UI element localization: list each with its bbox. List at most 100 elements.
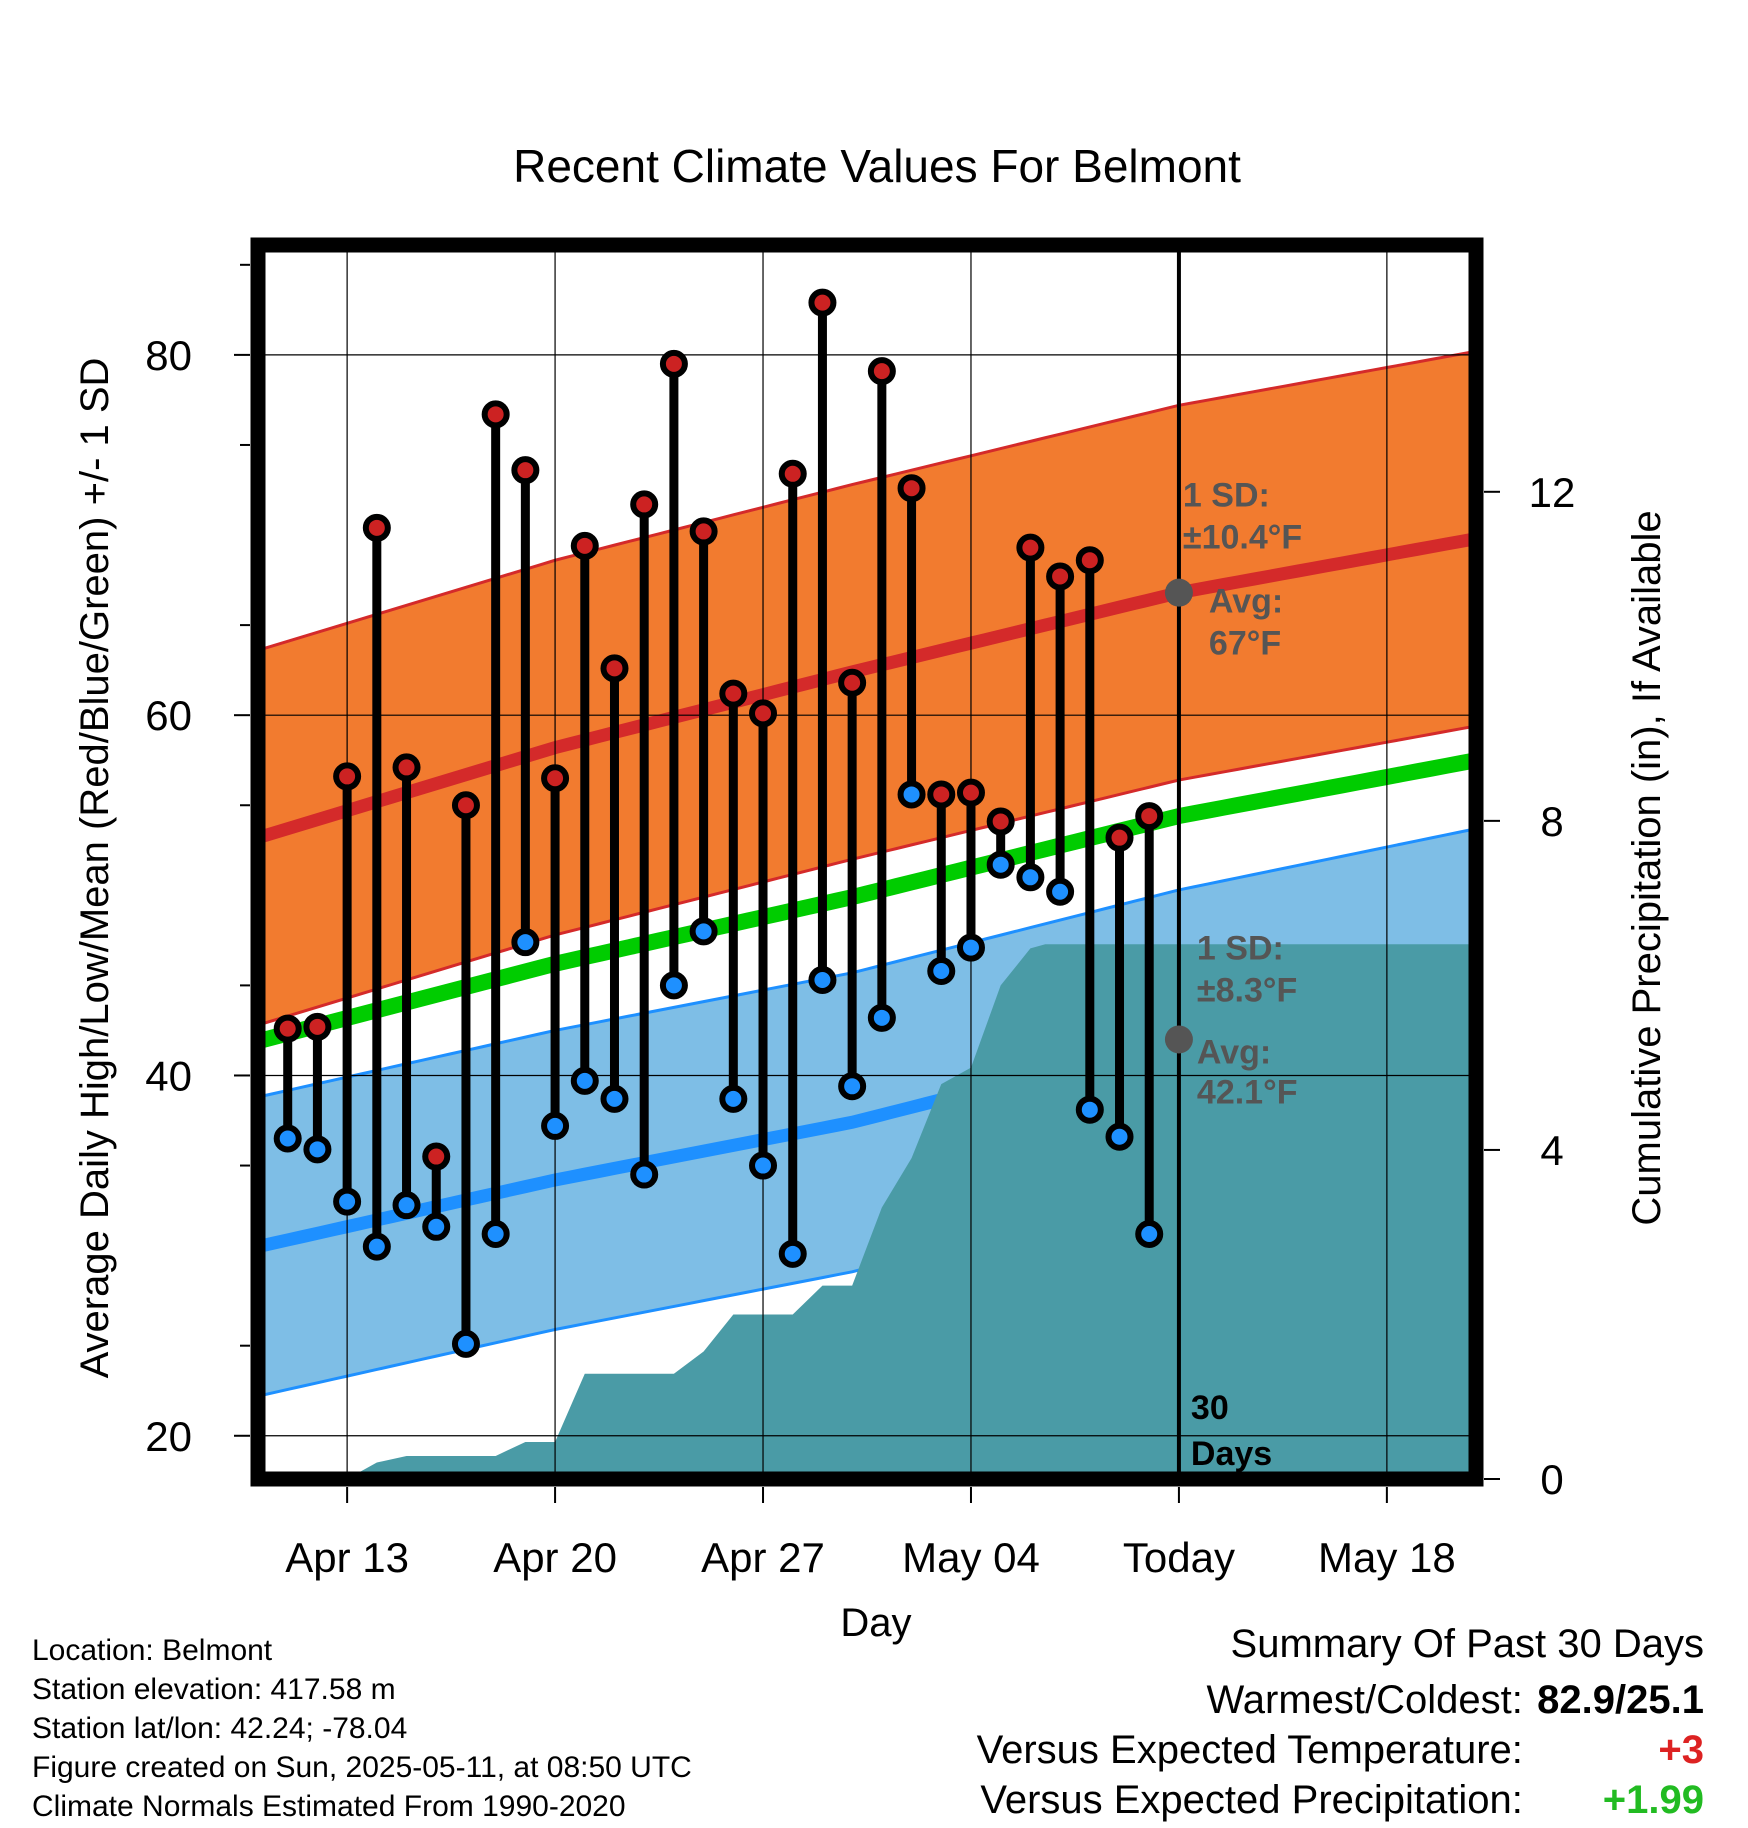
low-point-18 <box>778 1239 807 1268</box>
low-point-5 <box>392 1191 421 1220</box>
high-point-9 <box>511 456 540 485</box>
high-point-21 <box>867 357 896 386</box>
low-point-13 <box>630 1160 659 1189</box>
chart-title: Recent Climate Values For Belmont <box>513 140 1241 192</box>
summary-warm-cold: Warmest/Coldest: 82.9/25.1 <box>1207 1678 1705 1723</box>
y-tick-label-2: 60 <box>145 692 192 739</box>
high-point-5 <box>392 753 421 782</box>
y-tick-label-1: 40 <box>145 1052 192 1099</box>
x-tick-label-5: May 18 <box>1318 1534 1456 1581</box>
high-point-22 <box>897 474 926 503</box>
summary-title: Summary Of Past 30 Days <box>1230 1622 1704 1666</box>
low-annotation-0: 1 SD: <box>1197 929 1284 967</box>
high-point-19 <box>808 288 837 317</box>
low-point-20 <box>838 1072 867 1101</box>
y2-tick-label-2: 8 <box>1540 798 1563 845</box>
high-point-4 <box>362 513 391 542</box>
y2-tick-label-1: 4 <box>1540 1127 1563 1174</box>
info-elevation: Station elevation: 417.58 m <box>32 1673 396 1706</box>
plot-area <box>258 349 1476 1479</box>
high-point-8 <box>481 400 510 429</box>
low-point-1 <box>273 1124 302 1153</box>
mean-normal-line <box>258 752 1476 1049</box>
precip-value: +1.99 <box>1602 1778 1704 1822</box>
warm-cold-label: Warmest/Coldest: <box>1206 1678 1523 1722</box>
x-tick-label-3: May 04 <box>902 1534 1040 1581</box>
daily-range-stems <box>283 302 1154 1344</box>
warm-cold-value: 82.9/25.1 <box>1537 1678 1704 1722</box>
high-point-20 <box>838 668 867 697</box>
info-normals: Climate Normals Estimated From 1990-2020 <box>32 1790 626 1823</box>
high-avg-marker <box>1164 578 1193 607</box>
low-point-24 <box>956 933 985 962</box>
high-point-28 <box>1075 546 1104 575</box>
low-point-22 <box>897 780 926 809</box>
x-tick-label-0: Apr 13 <box>285 1534 409 1581</box>
high-point-15 <box>689 517 718 546</box>
info-location: Location: Belmont <box>32 1634 273 1667</box>
high-point-1 <box>273 1014 302 1043</box>
low-point-2 <box>303 1135 332 1164</box>
low-annotation-2: Avg: <box>1197 1033 1271 1071</box>
high-annotation-3: 67°F <box>1209 625 1281 663</box>
high-point-6 <box>422 1142 451 1171</box>
x-tick-label-2: Apr 27 <box>701 1534 825 1581</box>
x-tick-label-4: Today <box>1123 1534 1235 1581</box>
x-axis-title: Day <box>840 1601 911 1645</box>
plot-frame <box>250 237 1484 1487</box>
high-point-18 <box>778 459 807 488</box>
summary-precip: Versus Expected Precipitation: +1.99 <box>980 1778 1704 1823</box>
high-point-12 <box>600 654 629 683</box>
temp-value: +3 <box>1658 1728 1704 1772</box>
high-point-30 <box>1135 802 1164 831</box>
low-annotation-3: 42.1°F <box>1197 1073 1298 1111</box>
low-point-28 <box>1075 1095 1104 1124</box>
daily-points <box>273 288 1164 1358</box>
low-point-15 <box>689 917 718 946</box>
today-marker: 30 Days 1 SD: ±10.4°F Avg: 67°F 1 SD: ±8.3°F Avg… <box>1164 245 1302 1479</box>
low-point-12 <box>600 1084 629 1113</box>
y-tick-label-0: 20 <box>145 1413 192 1460</box>
low-point-7 <box>451 1329 480 1358</box>
precip-label: Versus Expected Precipitation: <box>980 1778 1523 1822</box>
high-point-27 <box>1046 562 1075 591</box>
high-point-29 <box>1105 823 1134 852</box>
summary-temp: Versus Expected Temperature: +3 <box>977 1728 1704 1773</box>
precipitation-area <box>258 944 1476 1479</box>
y-tick-label-3: 80 <box>145 332 192 379</box>
y-axis-title: Average Daily High/Low/Mean (Red/Blue/Gr… <box>73 358 117 1379</box>
low-point-30 <box>1135 1220 1164 1249</box>
high-sd-upper-line <box>258 349 1476 652</box>
high-point-10 <box>541 764 570 793</box>
high-point-14 <box>659 349 688 378</box>
high-sd-lower-line <box>258 724 1476 1027</box>
high-point-2 <box>303 1012 332 1041</box>
high-point-26 <box>1016 533 1045 562</box>
low-point-9 <box>511 928 540 957</box>
low-point-17 <box>749 1151 778 1180</box>
low-point-3 <box>333 1187 362 1216</box>
high-point-17 <box>749 699 778 728</box>
low-point-23 <box>927 956 956 985</box>
low-point-6 <box>422 1212 451 1241</box>
low-sd-upper-line <box>258 827 1476 1099</box>
high-normal-line <box>258 532 1476 844</box>
low-point-4 <box>362 1232 391 1261</box>
high-point-25 <box>986 807 1015 836</box>
y2-axis-title: Cumulative Precipitation (in), If Availa… <box>1625 510 1669 1225</box>
y2-tick-label-0: 0 <box>1540 1456 1563 1503</box>
low-point-29 <box>1105 1122 1134 1151</box>
high-point-7 <box>451 791 480 820</box>
low-annotation-1: ±8.3°F <box>1197 971 1297 1009</box>
y2-tick-label-3: 12 <box>1529 469 1576 516</box>
high-annotation-2: Avg: <box>1209 583 1283 621</box>
x-tick-label-1: Apr 20 <box>493 1534 617 1581</box>
high-point-24 <box>956 778 985 807</box>
high-point-3 <box>333 762 362 791</box>
info-latlon: Station lat/lon: 42.24; -78.04 <box>32 1712 408 1745</box>
low-point-26 <box>1016 863 1045 892</box>
high-point-23 <box>927 780 956 809</box>
high-point-16 <box>719 679 748 708</box>
high-annotation-1: ±10.4°F <box>1183 519 1302 557</box>
low-avg-marker <box>1164 1025 1193 1054</box>
